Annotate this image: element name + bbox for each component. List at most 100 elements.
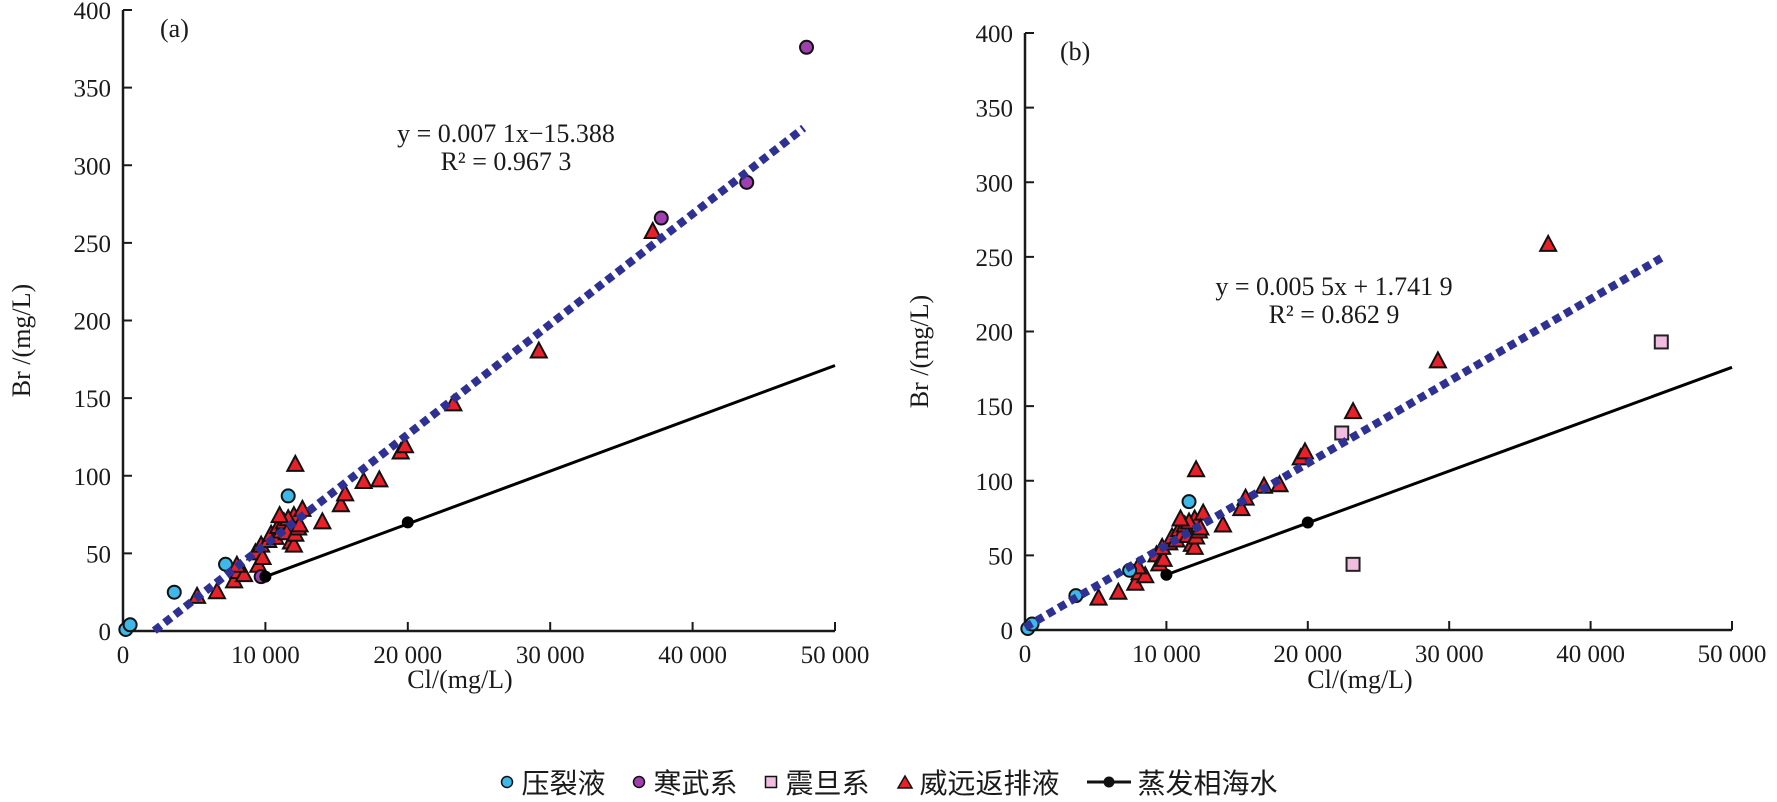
x-tick-label: 40 000: [1556, 641, 1625, 668]
panel-a: 0 10 000 20 000 30 000 40 000 50 000 0 50 100 150…: [7, 0, 869, 694]
trend-line: [1022, 254, 1664, 631]
data-point-circle: [122, 617, 138, 633]
data-point-triangle: [207, 581, 227, 600]
x-tick-label: 0: [1019, 641, 1032, 668]
regression-equation: y = 0.007 1x−15.388: [397, 119, 615, 148]
y-tick-label: 100: [74, 464, 112, 491]
legend-item-cambrian: 寒武系: [631, 762, 737, 802]
y-axis-title: Br /(mg/L): [7, 284, 36, 397]
data-point-triangle: [1343, 400, 1363, 420]
r-squared-label: R² = 0.862 9: [1269, 300, 1400, 329]
y-axis-title: Br /(mg/L): [905, 295, 934, 408]
y-tick-label: 400: [976, 21, 1014, 48]
data-point-triangle: [285, 453, 305, 472]
data-point-seawater: [1301, 516, 1314, 529]
legend: 压裂液 寒武系 震旦系 威远返排液 蒸发相海水: [0, 762, 1777, 802]
y-tick-label: 400: [74, 0, 112, 25]
data-point-triangle: [369, 469, 389, 488]
y-tick-label: 300: [74, 153, 112, 180]
data-point-circle: [653, 210, 669, 226]
data-point-triangle: [1170, 508, 1191, 527]
y-tick-label: 350: [976, 96, 1014, 123]
data-point-square: [1345, 556, 1361, 572]
x-tick-label: 20 000: [373, 642, 442, 669]
legend-item-evaporated-seawater: 蒸发相海水: [1086, 762, 1278, 802]
seawater-line: [264, 364, 836, 579]
data-point-triangle: [1108, 581, 1128, 600]
y-tick-label: 100: [976, 469, 1014, 496]
y-tick-label: 0: [1001, 618, 1014, 645]
legend-label: 寒武系: [653, 767, 738, 800]
legend-label: 压裂液: [521, 767, 606, 800]
x-tick-label: 10 000: [1132, 641, 1201, 668]
data-point-triangle: [252, 546, 273, 566]
y-tick-label: 250: [976, 245, 1014, 272]
y-tick-label: 50: [86, 541, 111, 568]
data-point-triangle: [1186, 459, 1206, 478]
data-point-triangle: [1213, 514, 1233, 533]
data-point-triangle: [312, 511, 333, 530]
data-point-triangle: [1231, 497, 1252, 517]
seawater-line: [1165, 365, 1733, 577]
data-point-seawater: [401, 516, 414, 529]
x-tick-label: 10 000: [231, 642, 300, 669]
triangle-marker-icon: [896, 774, 913, 789]
legend-item-sinian: 震旦系: [763, 762, 870, 802]
x-axis-title: Cl/(mg/L): [407, 665, 512, 694]
y-tick-label: 200: [74, 309, 112, 336]
circle-marker-icon: [501, 775, 514, 789]
circle-marker-icon: [633, 775, 646, 789]
data-point-triangle: [643, 220, 663, 240]
data-point-circle: [280, 488, 296, 504]
legend-label: 震旦系: [785, 767, 870, 800]
trend-line: [151, 124, 807, 634]
data-point-triangle: [269, 504, 290, 524]
data-point-triangle: [234, 563, 254, 583]
y-tick-label: 150: [976, 394, 1014, 421]
y-tick-label: 150: [74, 386, 112, 413]
y-tick-label: 50: [988, 543, 1013, 570]
panel-label: (a): [160, 14, 189, 43]
data-point-triangle: [1088, 587, 1109, 606]
square-marker-icon: [765, 775, 778, 789]
data-point-triangle: [331, 494, 351, 513]
r-squared-label: R² = 0.967 3: [441, 147, 572, 176]
data-point-circle: [1181, 494, 1197, 510]
y-tick-label: 200: [976, 320, 1014, 347]
data-point-triangle: [529, 340, 549, 359]
panel-b: 0 10 000 20 000 30 000 40 000 50 000 0 50 100 150…: [905, 21, 1766, 694]
legend-item-weiyuan-flowback: 威远返排液: [896, 762, 1060, 802]
data-point-seawater: [259, 570, 272, 583]
legend-label: 蒸发相海水: [1137, 767, 1278, 800]
data-point-triangle: [1428, 350, 1448, 369]
legend-label: 威远返排液: [919, 767, 1060, 800]
y-tick-label: 250: [74, 231, 112, 258]
data-point-triangle: [1135, 565, 1155, 584]
legend-item-fracturing-fluid: 压裂液: [499, 762, 605, 802]
line-dot-marker-icon: [1086, 776, 1131, 788]
data-point-circle: [799, 39, 815, 55]
data-point-triangle: [1153, 548, 1174, 567]
y-tick-label: 350: [74, 76, 112, 103]
x-tick-label: 50 000: [1698, 641, 1767, 668]
data-point-triangle: [395, 435, 415, 454]
data-point-triangle: [1185, 536, 1205, 555]
x-tick-label: 30 000: [1415, 641, 1484, 668]
y-tick-label: 0: [99, 619, 112, 646]
x-tick-label: 30 000: [516, 642, 585, 669]
x-tick-label: 40 000: [658, 642, 727, 669]
data-point-triangle: [353, 470, 374, 489]
y-tick-label: 300: [976, 170, 1014, 197]
data-point-square: [1334, 425, 1350, 441]
x-tick-label: 50 000: [801, 642, 870, 669]
data-point-triangle: [289, 514, 310, 533]
data-point-seawater: [1160, 568, 1173, 581]
x-tick-label: 0: [117, 642, 130, 669]
data-point-square: [1653, 334, 1669, 350]
data-point-circle: [166, 584, 182, 600]
data-point-triangle: [1295, 441, 1315, 460]
x-axis-title: Cl/(mg/L): [1307, 665, 1412, 694]
data-point-triangle: [335, 483, 355, 502]
regression-equation: y = 0.005 5x + 1.741 9: [1215, 272, 1452, 301]
